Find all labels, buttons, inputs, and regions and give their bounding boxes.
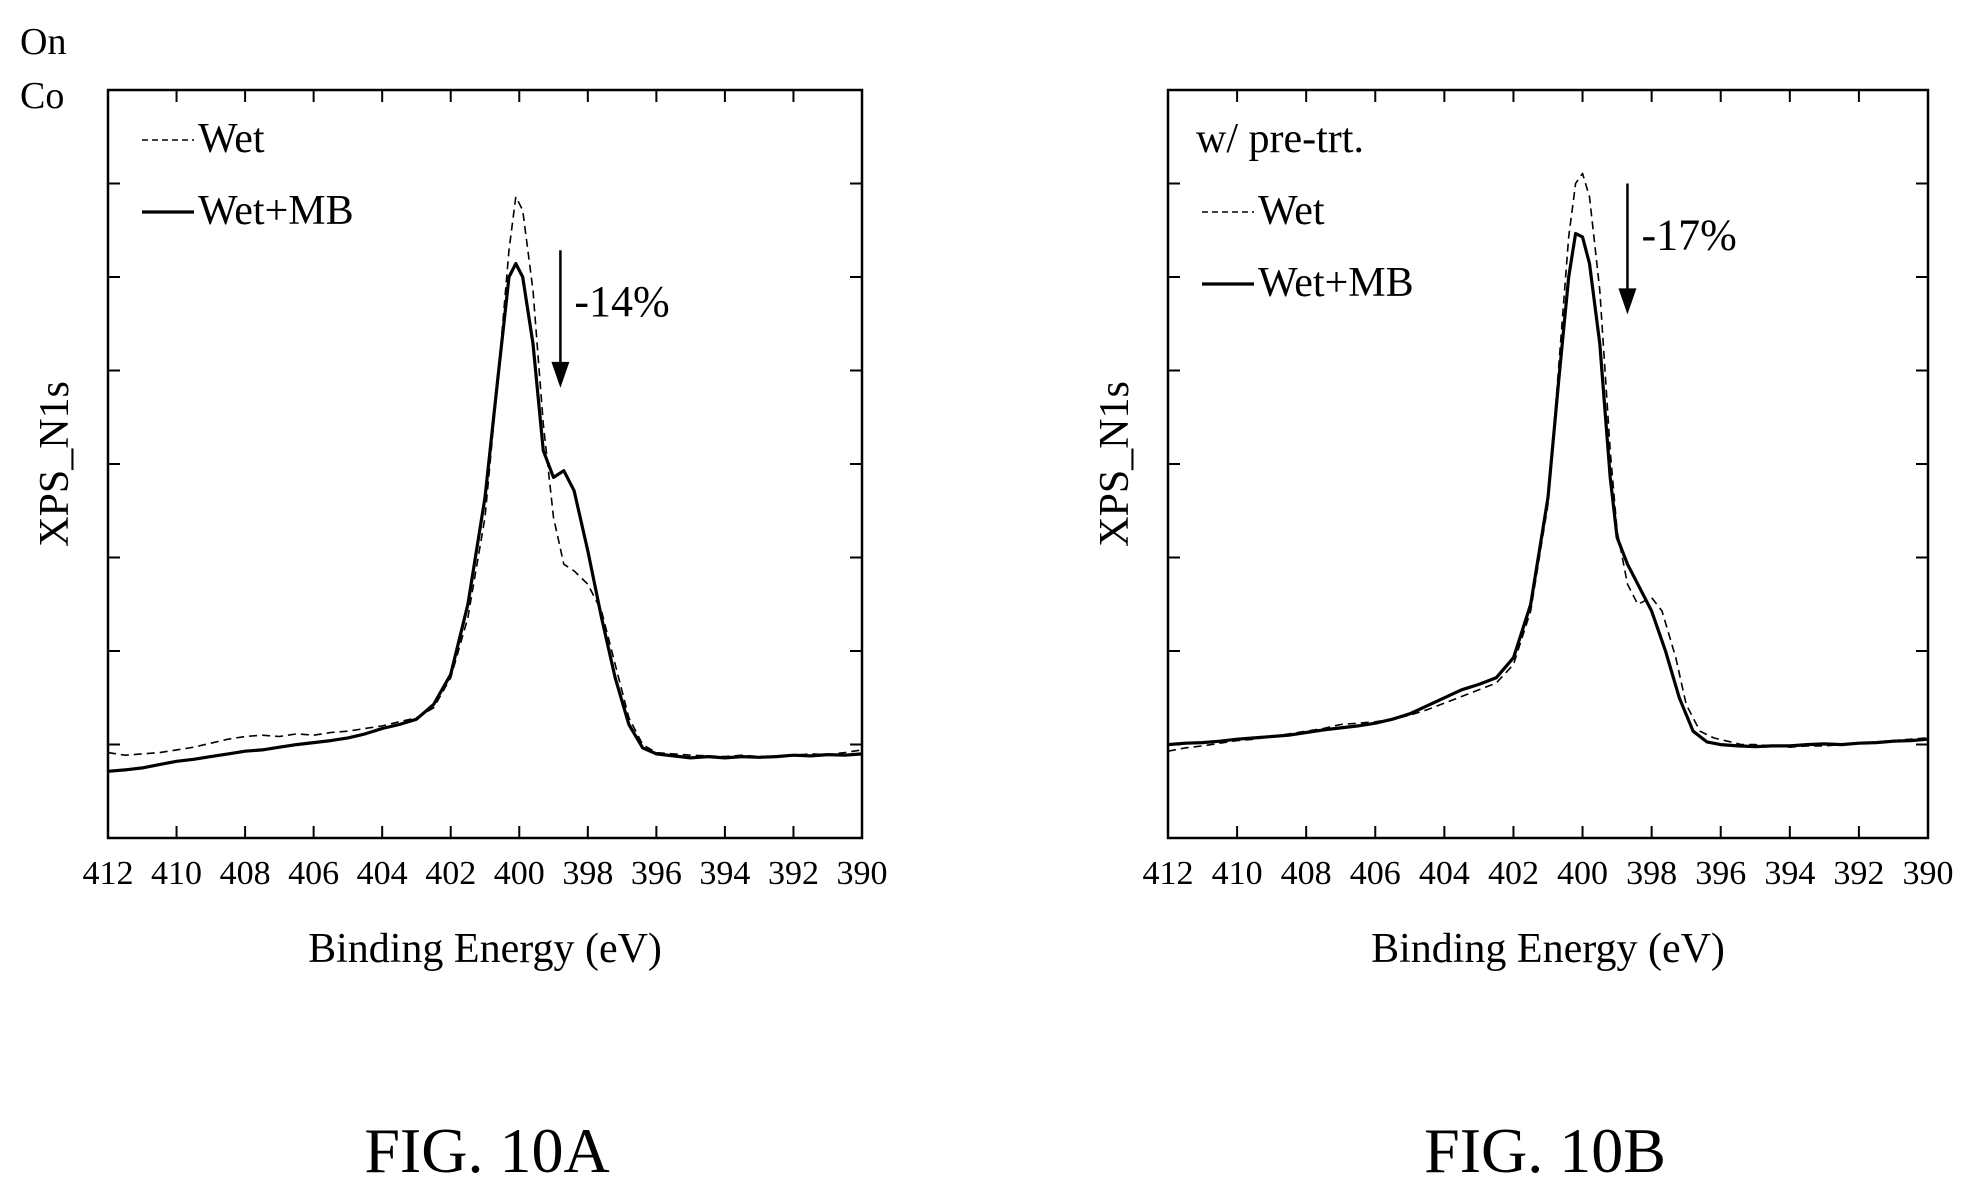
- x-tick-label: 410: [151, 855, 202, 892]
- x-tick-label: 408: [220, 855, 271, 892]
- series-line-wet: [107, 196, 863, 758]
- x-tick-label: 402: [1488, 855, 1539, 892]
- x-tick-label: 410: [1212, 855, 1263, 892]
- chart-panel-fig-10a: 412 410 408 406 404 402 400 398 396 394 392 390 Bind…: [32, 88, 888, 1186]
- x-axis-label: Binding Energy (eV): [308, 926, 662, 972]
- series-line-wet-mb: [1167, 231, 1929, 749]
- x-tick-label: 394: [1764, 855, 1815, 892]
- legend-label: Wet+MB: [198, 188, 354, 234]
- figure-caption: FIG. 10B: [1424, 1115, 1666, 1186]
- x-tick-label: 398: [1626, 855, 1677, 892]
- annotation-label: -14%: [574, 277, 669, 326]
- y-axis-label: XPS_N1s: [32, 381, 78, 547]
- annotation-arrow-head: [551, 361, 570, 388]
- corner-label-line1: On: [20, 21, 66, 63]
- panel-subtitle: w/ pre-trt.: [1196, 116, 1364, 162]
- x-tick-label: 408: [1281, 855, 1332, 892]
- x-tick-label: 390: [1903, 855, 1954, 892]
- series-line-wet-mb: [107, 262, 863, 773]
- y-axis-label: XPS_N1s: [1092, 381, 1138, 547]
- x-tick-label: 398: [562, 855, 613, 892]
- x-tick-label: 404: [1419, 855, 1470, 892]
- legend-label: Wet: [198, 116, 265, 162]
- figure-caption: FIG. 10A: [364, 1115, 609, 1186]
- x-tick-label: 396: [631, 855, 682, 892]
- annotation-label: -17%: [1641, 210, 1736, 259]
- x-tick-label: 406: [288, 855, 339, 892]
- x-tick-label: 406: [1350, 855, 1401, 892]
- x-tick-label: 400: [1557, 855, 1608, 892]
- legend-label: Wet: [1258, 188, 1325, 234]
- x-tick-label: 404: [357, 855, 408, 892]
- x-tick-label: 390: [837, 855, 888, 892]
- x-tick-label: 400: [494, 855, 545, 892]
- x-tick-label: 392: [768, 855, 819, 892]
- x-tick-label: 396: [1695, 855, 1746, 892]
- x-axis-label: Binding Energy (eV): [1371, 926, 1725, 972]
- x-tick-label: 412: [1143, 855, 1194, 892]
- corner-label-line2: Co: [20, 75, 64, 117]
- x-tick-label: 392: [1833, 855, 1884, 892]
- x-tick-label: 402: [425, 855, 476, 892]
- legend-label: Wet+MB: [1258, 260, 1414, 306]
- annotation-arrow-head: [1618, 288, 1637, 315]
- chart-panel-fig-10b: 412 410 408 406 404 402 400 398 396 394 392 390 Bind…: [1092, 88, 1954, 1186]
- x-tick-label: 412: [83, 855, 134, 892]
- x-tick-label: 394: [699, 855, 750, 892]
